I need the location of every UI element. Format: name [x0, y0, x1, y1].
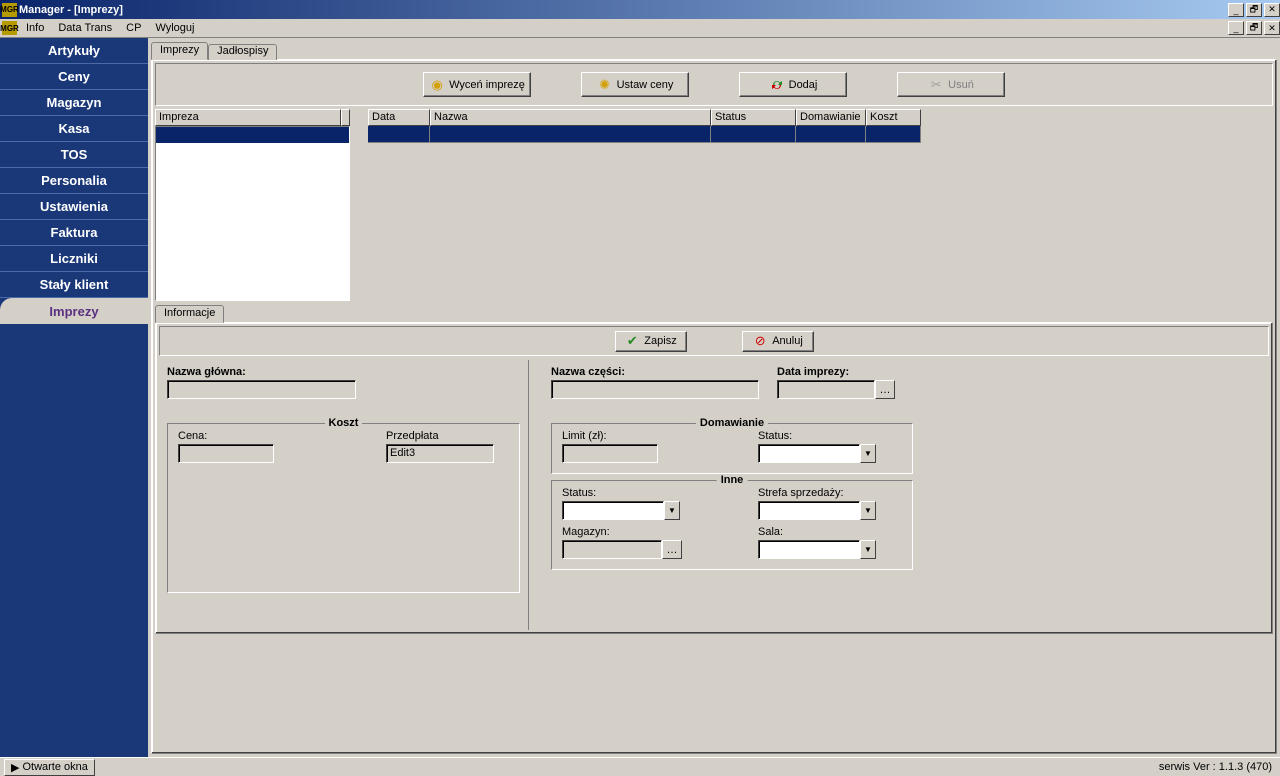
- grid-events-selected-row[interactable]: [156, 127, 349, 143]
- mdi-close-button[interactable]: ✕: [1264, 21, 1280, 35]
- chevron-down-icon[interactable]: ▼: [860, 540, 876, 559]
- dom-status-combo[interactable]: ▼: [758, 444, 876, 463]
- info-panel: ✔ Zapisz ⊘ Anuluj Nazwa główna: Koszt: [155, 322, 1273, 634]
- limit-input[interactable]: [562, 444, 658, 463]
- magazyn-picker-button[interactable]: …: [662, 540, 682, 559]
- grid-details-selected-row[interactable]: [368, 126, 1273, 143]
- main-name-input[interactable]: [167, 380, 356, 399]
- sidebar-item-artykuly[interactable]: Artykuły: [0, 38, 148, 64]
- part-name-label: Nazwa części:: [551, 366, 759, 378]
- save-label: Zapisz: [644, 335, 676, 347]
- cena-input[interactable]: [178, 444, 274, 463]
- inne-status-combo[interactable]: ▼: [562, 501, 680, 520]
- sidebar-item-staly-klient[interactable]: Stały klient: [0, 272, 148, 298]
- menu-bar: MGR Info Data Trans CP Wyloguj _ 🗗 ✕: [0, 19, 1280, 38]
- strefa-label: Strefa sprzedaży:: [758, 487, 878, 499]
- sidebar-item-imprezy[interactable]: Imprezy: [0, 298, 148, 324]
- magazyn-input[interactable]: [562, 540, 662, 559]
- minimize-button[interactable]: _: [1228, 3, 1244, 17]
- cancel-button[interactable]: ⊘ Anuluj: [742, 331, 814, 352]
- main-name-label: Nazwa główna:: [167, 366, 520, 378]
- date-input[interactable]: [777, 380, 875, 399]
- date-picker-button[interactable]: …: [875, 380, 895, 399]
- check-icon: ✔: [624, 333, 640, 349]
- price-event-label: Wyceń imprezę: [449, 79, 525, 91]
- play-icon: ▶: [11, 761, 19, 774]
- col-domawianie[interactable]: Domawianie: [796, 109, 866, 126]
- menu-cp[interactable]: CP: [119, 20, 148, 36]
- chevron-down-icon[interactable]: ▼: [860, 501, 876, 520]
- koszt-title: Koszt: [325, 417, 363, 429]
- coin-icon: ◉: [429, 77, 445, 93]
- toolbar: ◉ Wyceń imprezę ✺ Ustaw ceny Dodaj ✂ Usu…: [155, 63, 1273, 106]
- add-label: Dodaj: [789, 79, 818, 91]
- part-name-input[interactable]: [551, 380, 759, 399]
- menu-wyloguj[interactable]: Wyloguj: [148, 20, 201, 36]
- chevron-down-icon[interactable]: ▼: [664, 501, 680, 520]
- strefa-combo[interactable]: ▼: [758, 501, 876, 520]
- sidebar-item-ustawienia[interactable]: Ustawienia: [0, 194, 148, 220]
- delete-label: Usuń: [948, 79, 974, 91]
- sidebar-item-faktura[interactable]: Faktura: [0, 220, 148, 246]
- grid-events[interactable]: Impreza: [155, 109, 350, 301]
- inne-status-label: Status:: [562, 487, 682, 499]
- mdi-minimize-button[interactable]: _: [1228, 21, 1244, 35]
- inne-title: Inne: [717, 474, 748, 486]
- client-area: Imprezy Jadłospisy ◉ Wyceń imprezę ✺ Ust…: [148, 38, 1280, 757]
- sidebar-item-ceny[interactable]: Ceny: [0, 64, 148, 90]
- gear-coin-icon: ✺: [597, 77, 613, 93]
- col-nazwa[interactable]: Nazwa: [430, 109, 711, 126]
- add-button[interactable]: Dodaj: [739, 72, 847, 97]
- maximize-button[interactable]: 🗗: [1246, 3, 1262, 17]
- close-button[interactable]: ✕: [1264, 3, 1280, 17]
- open-windows-label: Otwarte okna: [22, 761, 87, 773]
- domawianie-title: Domawianie: [696, 417, 768, 429]
- save-button[interactable]: ✔ Zapisz: [615, 331, 687, 352]
- main-panel: ◉ Wyceń imprezę ✺ Ustaw ceny Dodaj ✂ Usu…: [151, 59, 1277, 754]
- sala-label: Sala:: [758, 526, 878, 538]
- col-status[interactable]: Status: [711, 109, 796, 126]
- sidebar-item-tos[interactable]: TOS: [0, 142, 148, 168]
- przedplata-input[interactable]: Edit3: [386, 444, 494, 463]
- limit-label: Limit (zł):: [562, 430, 662, 442]
- menu-info[interactable]: Info: [19, 20, 51, 36]
- sidebar: Artykuły Ceny Magazyn Kasa TOS Personali…: [0, 38, 148, 757]
- col-data[interactable]: Data: [368, 109, 430, 126]
- price-event-button[interactable]: ◉ Wyceń imprezę: [423, 72, 531, 97]
- status-text: serwis Ver : 1.1.3 (470): [1159, 761, 1276, 773]
- app-icon: MGR: [2, 3, 17, 17]
- mdi-icon[interactable]: MGR: [2, 21, 17, 35]
- window-title: Manager - [Imprezy]: [19, 4, 1226, 16]
- cancel-label: Anuluj: [772, 335, 803, 347]
- date-label: Data imprezy:: [777, 366, 895, 378]
- tab-imprezy[interactable]: Imprezy: [151, 42, 208, 60]
- prohibit-icon: ⊘: [752, 333, 768, 349]
- grid-details[interactable]: Data Nazwa Status Domawianie Koszt: [368, 109, 1273, 301]
- col-koszt[interactable]: Koszt: [866, 109, 921, 126]
- przedplata-label: Przedpłata: [386, 430, 494, 442]
- cena-label: Cena:: [178, 430, 274, 442]
- open-windows-button[interactable]: ▶ Otwarte okna: [4, 759, 95, 776]
- window-titlebar: MGR Manager - [Imprezy] _ 🗗 ✕: [0, 0, 1280, 19]
- tab-informacje[interactable]: Informacje: [155, 305, 224, 323]
- sidebar-item-magazyn[interactable]: Magazyn: [0, 90, 148, 116]
- set-prices-button[interactable]: ✺ Ustaw ceny: [581, 72, 689, 97]
- delete-button[interactable]: ✂ Usuń: [897, 72, 1005, 97]
- col-impreza[interactable]: Impreza: [155, 109, 341, 126]
- menu-data-trans[interactable]: Data Trans: [51, 20, 119, 36]
- magazyn-label: Magazyn:: [562, 526, 682, 538]
- sidebar-item-personalia[interactable]: Personalia: [0, 168, 148, 194]
- status-bar: ▶ Otwarte okna serwis Ver : 1.1.3 (470): [0, 757, 1280, 776]
- col-spacer: [341, 109, 350, 126]
- refresh-icon: [769, 77, 785, 93]
- tab-jadlospisy[interactable]: Jadłospisy: [208, 44, 277, 60]
- dom-status-label: Status:: [758, 430, 878, 442]
- delete-icon: ✂: [928, 77, 944, 93]
- chevron-down-icon[interactable]: ▼: [860, 444, 876, 463]
- sidebar-item-liczniki[interactable]: Liczniki: [0, 246, 148, 272]
- sidebar-item-kasa[interactable]: Kasa: [0, 116, 148, 142]
- mdi-maximize-button[interactable]: 🗗: [1246, 21, 1262, 35]
- set-prices-label: Ustaw ceny: [617, 79, 674, 91]
- sala-combo[interactable]: ▼: [758, 540, 876, 559]
